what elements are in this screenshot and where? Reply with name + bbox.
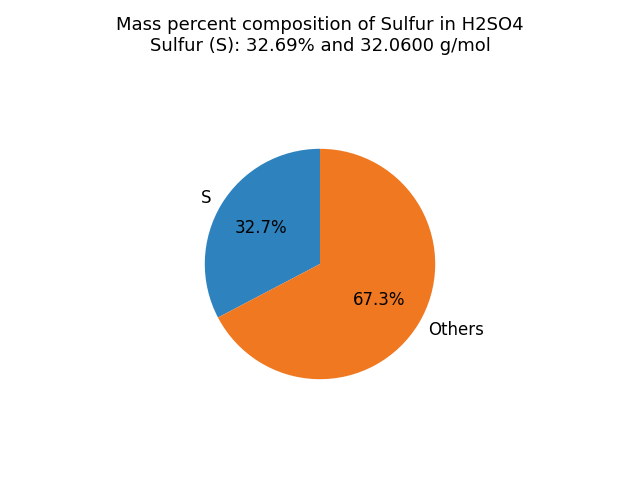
Wedge shape [218,149,435,379]
Text: 67.3%: 67.3% [353,291,405,309]
Text: S: S [201,190,212,207]
Title: Mass percent composition of Sulfur in H2SO4
Sulfur (S): 32.69% and 32.0600 g/mol: Mass percent composition of Sulfur in H2… [116,16,524,55]
Text: 32.7%: 32.7% [234,219,287,237]
Text: Others: Others [428,321,484,338]
Wedge shape [205,149,320,318]
